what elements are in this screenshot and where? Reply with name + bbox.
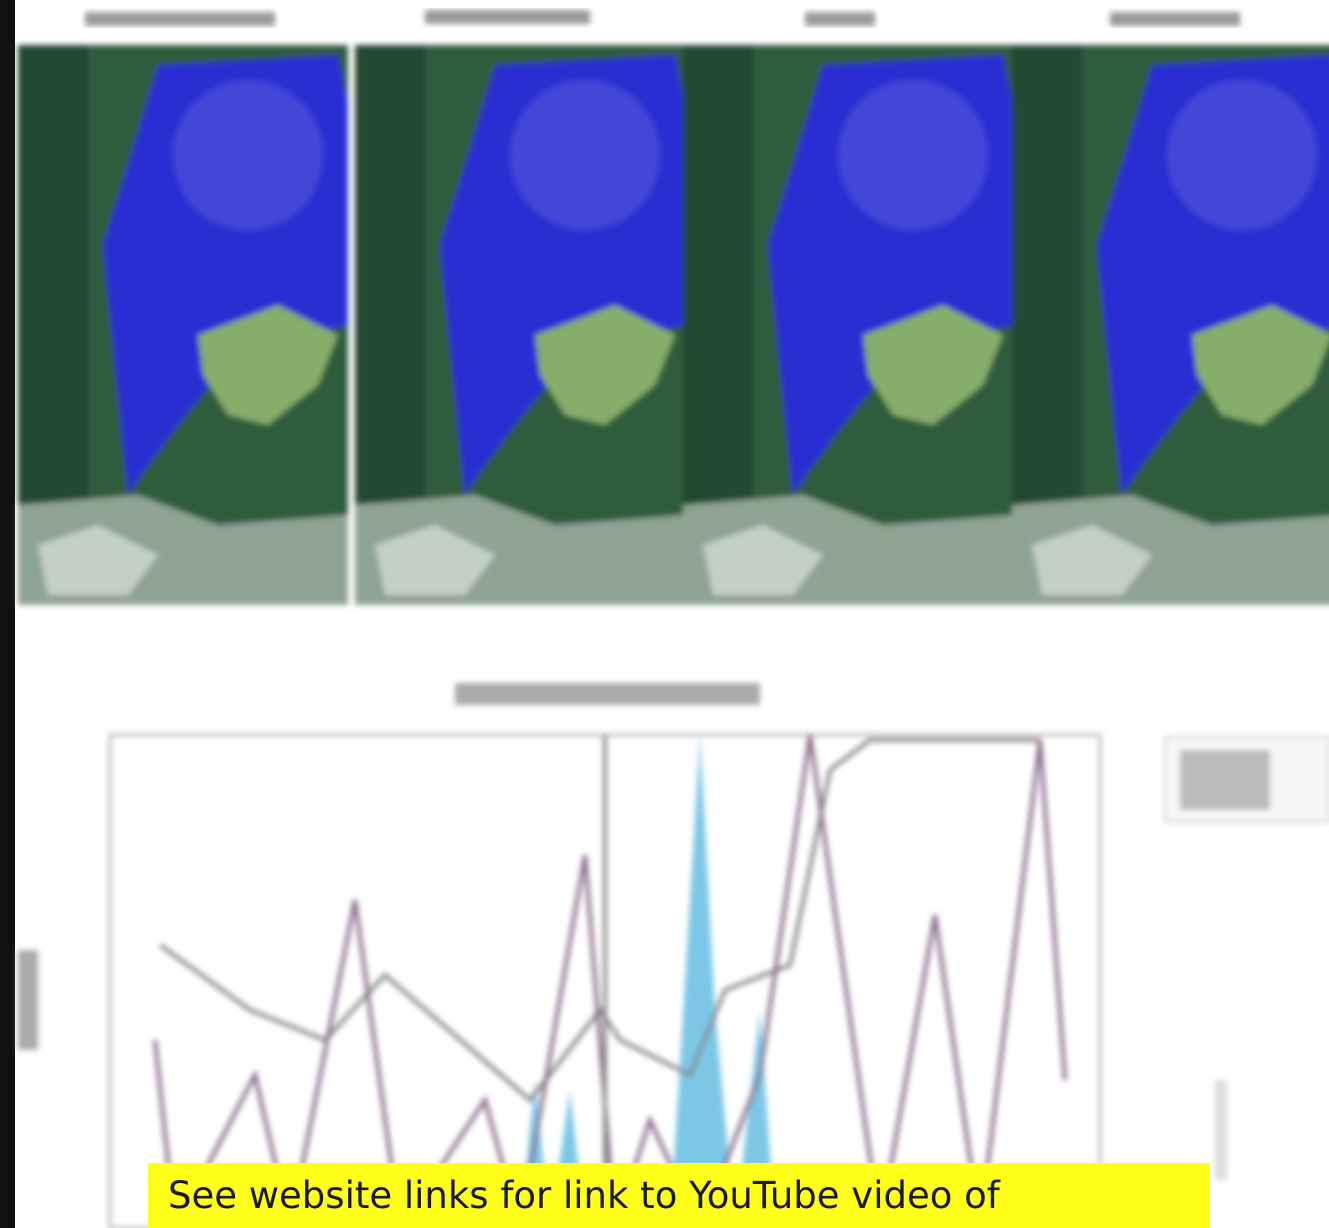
decoration xyxy=(683,45,1013,605)
screenshot: See website links for link to YouTube vi… xyxy=(0,0,1329,1228)
chart-image xyxy=(18,683,1329,1228)
left-edge xyxy=(0,0,15,1228)
decoration xyxy=(1180,750,1270,810)
decoration xyxy=(18,45,348,605)
decoration xyxy=(155,735,1065,1228)
slide xyxy=(0,0,1329,1228)
decoration xyxy=(18,950,38,1050)
decoration xyxy=(1110,12,1240,26)
decoration xyxy=(85,12,275,26)
caption: See website links for link to YouTube vi… xyxy=(148,1163,1210,1228)
decoration xyxy=(520,735,775,1228)
panel-titles xyxy=(85,10,1240,26)
decoration xyxy=(425,10,590,24)
satellite-panels xyxy=(18,45,1329,605)
decoration xyxy=(805,12,875,26)
decoration xyxy=(355,45,685,605)
decoration xyxy=(1215,1080,1227,1180)
decoration xyxy=(1012,45,1329,605)
decoration xyxy=(455,683,760,705)
